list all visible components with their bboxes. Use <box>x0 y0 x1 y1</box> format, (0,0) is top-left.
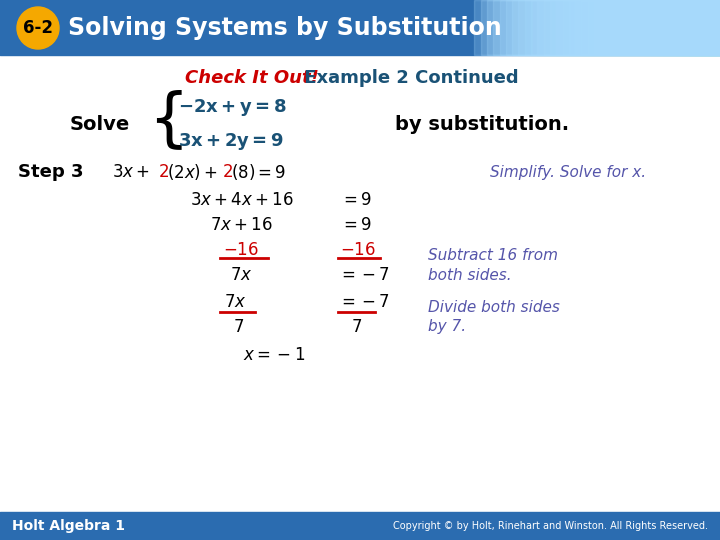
Circle shape <box>17 7 59 49</box>
Text: $\mathbf{-2x + y = 8}$: $\mathbf{-2x + y = 8}$ <box>178 98 287 118</box>
Text: Subtract 16 from: Subtract 16 from <box>428 247 558 262</box>
Text: 6-2: 6-2 <box>23 19 53 37</box>
Text: $7x$: $7x$ <box>224 293 246 311</box>
Text: $x = -1$: $x = -1$ <box>243 346 305 364</box>
Text: Copyright © by Holt, Rinehart and Winston. All Rights Reserved.: Copyright © by Holt, Rinehart and Winsto… <box>393 521 708 531</box>
Text: $3x + 4x + 16$: $3x + 4x + 16$ <box>190 191 294 209</box>
Text: $7x$: $7x$ <box>230 266 253 284</box>
Text: Example 2 Continued: Example 2 Continued <box>298 69 518 87</box>
Text: both sides.: both sides. <box>428 267 512 282</box>
Text: $(8) = 9$: $(8) = 9$ <box>231 162 287 182</box>
Text: $(2x) + $: $(2x) + $ <box>167 162 217 182</box>
Text: by substitution.: by substitution. <box>395 116 569 134</box>
Text: $= -7$: $= -7$ <box>338 293 390 311</box>
Text: $2$: $2$ <box>222 163 233 181</box>
Text: $\{$: $\{$ <box>148 88 183 152</box>
Text: $2$: $2$ <box>158 163 169 181</box>
Text: $\mathbf{3x + 2y = 9}$: $\mathbf{3x + 2y = 9}$ <box>178 132 284 152</box>
Text: Divide both sides: Divide both sides <box>428 300 560 315</box>
Text: $7$: $7$ <box>351 318 362 336</box>
Text: Holt Algebra 1: Holt Algebra 1 <box>12 519 125 533</box>
Text: $-16$: $-16$ <box>223 241 259 259</box>
Text: $7x + 16$: $7x + 16$ <box>210 216 273 234</box>
Text: $= -7$: $= -7$ <box>338 266 390 284</box>
Text: Solve: Solve <box>70 116 130 134</box>
Text: Simplify. Solve for x.: Simplify. Solve for x. <box>490 165 646 179</box>
Text: Step 3: Step 3 <box>18 163 84 181</box>
Text: by 7.: by 7. <box>428 320 466 334</box>
Text: Solving Systems by Substitution: Solving Systems by Substitution <box>68 16 502 40</box>
Text: $7$: $7$ <box>233 318 244 336</box>
Text: $= 9$: $= 9$ <box>340 216 372 234</box>
Text: $= 9$: $= 9$ <box>340 191 372 209</box>
Text: $-16$: $-16$ <box>340 241 376 259</box>
Text: Check It Out!: Check It Out! <box>185 69 319 87</box>
Text: $3x + $: $3x + $ <box>112 163 150 181</box>
